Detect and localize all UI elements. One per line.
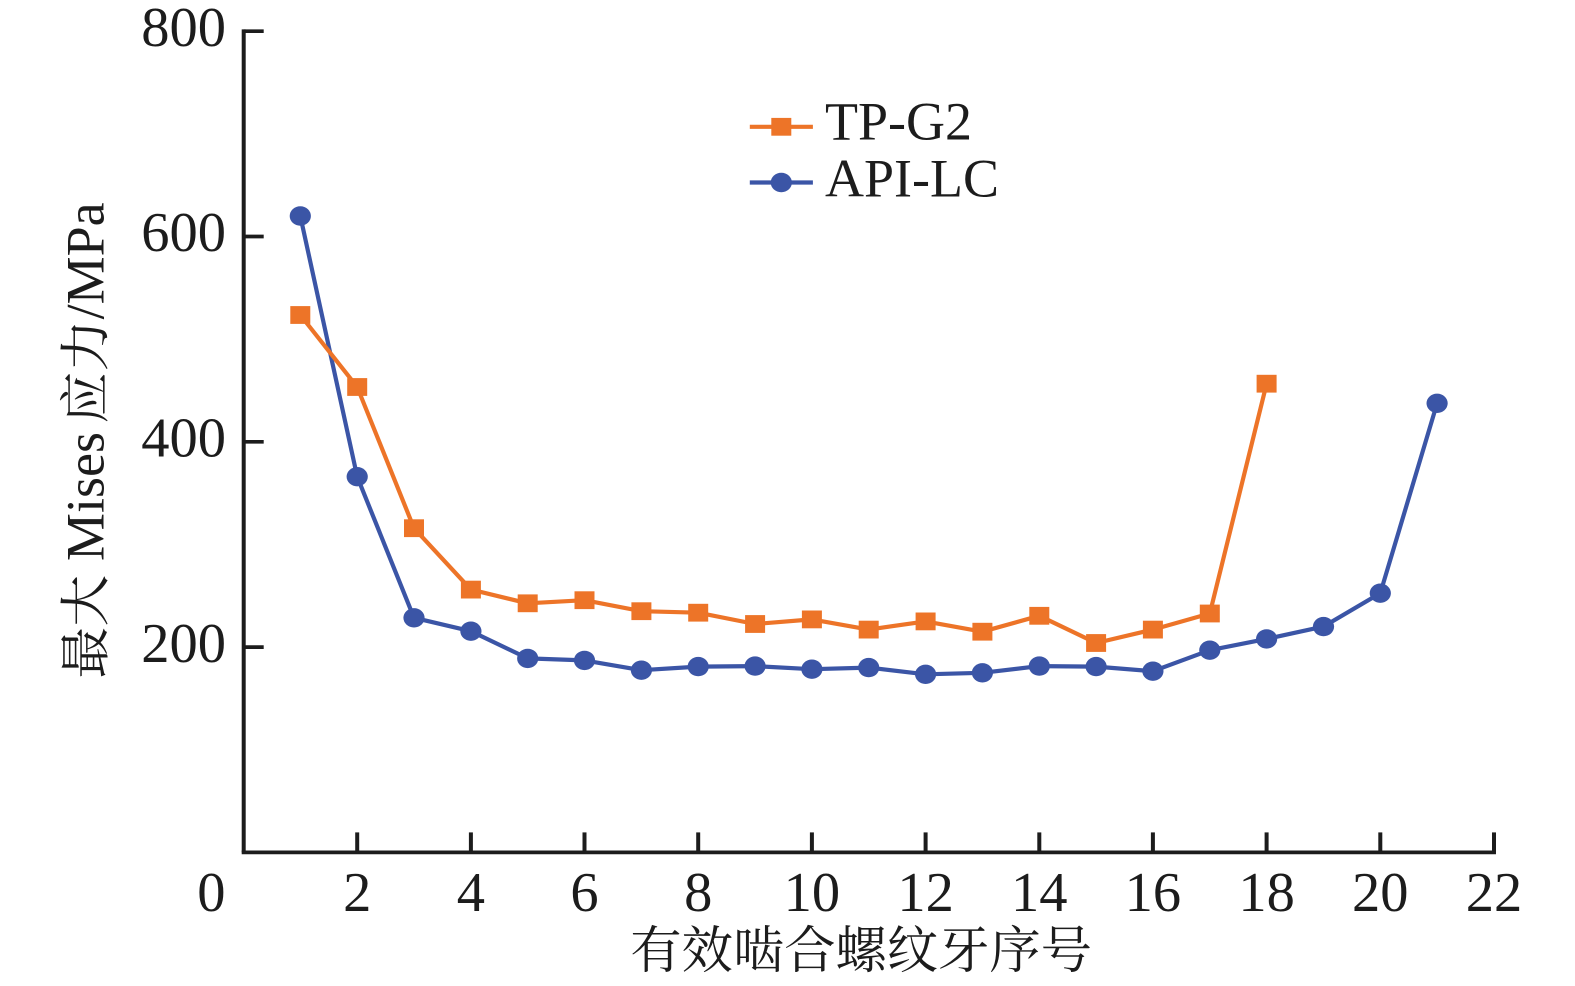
svg-text:Mises: Mises	[56, 432, 116, 561]
svg-text:20: 20	[1352, 862, 1409, 924]
svg-text:2: 2	[343, 862, 371, 924]
svg-text:14: 14	[1011, 862, 1068, 924]
svg-text:18: 18	[1238, 862, 1295, 924]
svg-text:200: 200	[141, 613, 226, 675]
svg-text:16: 16	[1125, 862, 1182, 924]
svg-text:API-LC: API-LC	[825, 149, 999, 209]
svg-text:22: 22	[1466, 862, 1523, 924]
svg-text:10: 10	[784, 862, 841, 924]
svg-text:6: 6	[570, 862, 598, 924]
svg-text:8: 8	[684, 862, 712, 924]
svg-text:0: 0	[197, 862, 225, 924]
svg-text:TP-G2: TP-G2	[825, 92, 972, 152]
svg-text:4: 4	[457, 862, 485, 924]
svg-text:12: 12	[897, 862, 954, 924]
svg-text:/MPa: /MPa	[56, 202, 116, 319]
svg-text:600: 600	[141, 202, 226, 264]
svg-text:800: 800	[141, 0, 226, 59]
svg-text:400: 400	[141, 408, 226, 470]
